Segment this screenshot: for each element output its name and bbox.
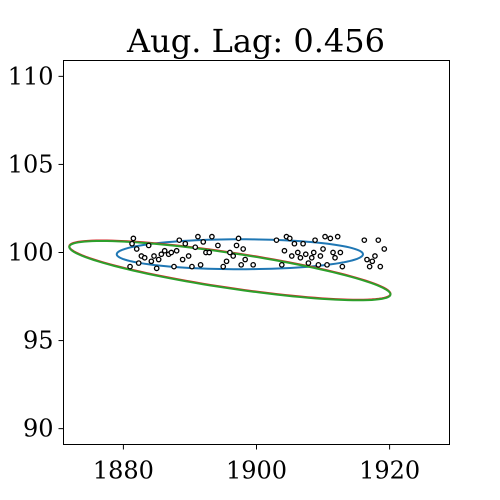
scatter-point — [250, 261, 257, 268]
y-tick-label: 90 — [23, 415, 54, 443]
scatter-point — [230, 253, 237, 259]
x-tick-label: 1920 — [359, 457, 420, 485]
x-tick-label: 1880 — [93, 457, 154, 485]
y-tick-label: 110 — [8, 62, 54, 90]
scatter-point — [308, 254, 315, 261]
scatter-point — [291, 240, 298, 247]
scatter-point — [339, 263, 346, 270]
scatter-point — [176, 237, 183, 244]
scatter-point — [238, 261, 245, 268]
ellipse-0 — [115, 238, 365, 271]
scatter-point — [161, 247, 168, 254]
scatter-point — [209, 233, 215, 240]
scatter-point — [197, 261, 204, 268]
scatter-point — [135, 260, 142, 266]
scatter-point — [242, 256, 249, 263]
scatter-point — [233, 242, 240, 249]
scatter-point — [332, 254, 338, 261]
scatter-point — [381, 246, 388, 252]
scatter-point — [377, 263, 384, 270]
scatter-point — [133, 246, 140, 252]
scatter-point — [235, 235, 242, 242]
axes-frame — [63, 60, 450, 445]
scatter-point — [200, 239, 207, 245]
scatter-point — [158, 251, 165, 258]
scatter-point — [364, 256, 370, 263]
scatter-point — [305, 260, 312, 266]
scatter-point — [288, 253, 295, 259]
y-tick-label: 95 — [23, 327, 54, 355]
ellipse-2 — [68, 239, 392, 302]
y-tick-label: 100 — [8, 239, 54, 267]
scatter-point — [322, 233, 328, 240]
scatter-point — [320, 246, 326, 252]
scatter-point — [151, 253, 157, 259]
scatter-point — [220, 263, 227, 270]
scatter-point — [334, 233, 341, 240]
scatter-point — [129, 240, 135, 247]
scatter-point — [145, 242, 152, 249]
scatter-point — [130, 235, 137, 242]
scatter-point — [195, 233, 201, 240]
scatter-point — [173, 247, 180, 254]
y-tick-label: 105 — [8, 150, 54, 178]
scatter-point — [227, 249, 233, 256]
scatter-point — [302, 251, 309, 258]
scatter-point — [171, 263, 177, 270]
scatter-point — [330, 249, 336, 256]
scatter-point — [215, 242, 221, 249]
scatter-point — [185, 253, 192, 259]
scatter-point — [278, 261, 285, 268]
data-points — [127, 233, 388, 272]
scatter-point — [297, 254, 304, 261]
scatter-point — [206, 249, 213, 256]
axis-ticks: 1880 1900 1920 90 95 100 105 110 — [8, 62, 420, 484]
scatter-point — [273, 237, 280, 244]
scatter-point — [337, 249, 344, 256]
scatter-point — [312, 237, 318, 244]
scatter-point — [179, 256, 186, 263]
scatter-point — [153, 265, 160, 272]
scatter-point — [317, 253, 324, 259]
scatter-point — [192, 244, 199, 251]
scatter-point — [127, 263, 133, 270]
scatter-point — [361, 237, 368, 244]
scatter-point — [189, 263, 195, 270]
scatter-point — [300, 240, 306, 247]
scatter-point — [286, 235, 293, 242]
scatter-point — [168, 249, 175, 256]
scatter-point — [240, 246, 247, 252]
scatter-point — [141, 254, 148, 261]
scatter-point — [327, 235, 334, 242]
scatter-point — [372, 253, 378, 259]
scatter-point — [281, 247, 288, 254]
scatter-point — [223, 258, 230, 265]
scatter-point — [310, 249, 317, 256]
scatter-point — [182, 240, 189, 247]
scatter-point — [155, 256, 162, 263]
scatter-point — [315, 261, 322, 268]
scatter-point — [324, 261, 330, 268]
scatter-point — [148, 258, 155, 265]
ellipse-layer — [68, 238, 392, 302]
scatter-point — [366, 263, 373, 270]
scatter-point — [294, 249, 301, 256]
chart-title: Aug. Lag: 0.456 — [126, 22, 385, 60]
scatter-point — [369, 258, 376, 265]
scatter-point — [375, 237, 382, 244]
x-tick-label: 1900 — [226, 457, 287, 485]
